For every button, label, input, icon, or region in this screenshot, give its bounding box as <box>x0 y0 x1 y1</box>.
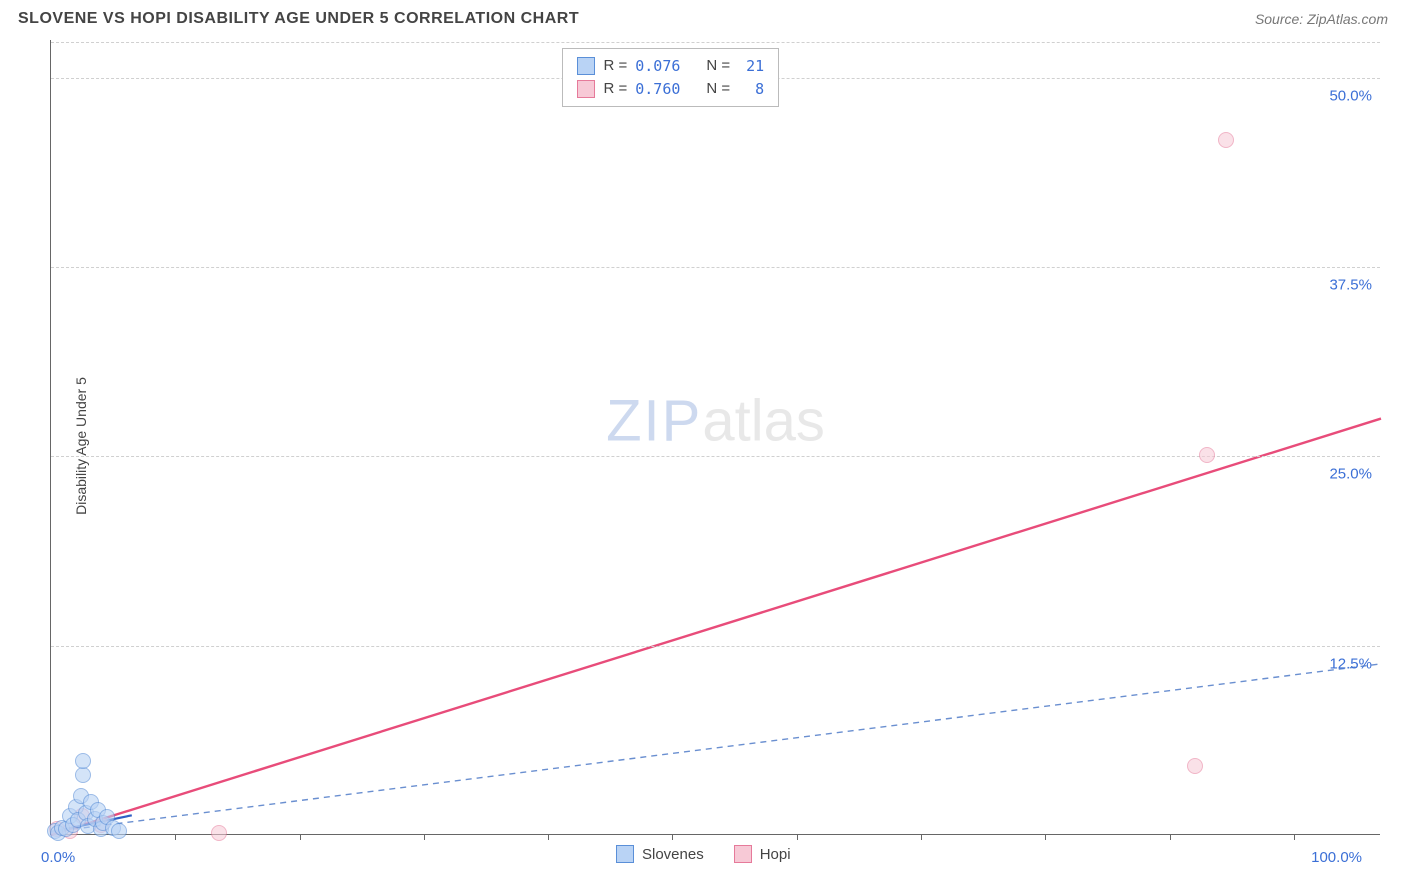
watermark-atlas: atlas <box>702 389 825 454</box>
legend-swatch <box>577 80 595 98</box>
plot-wrap: ZIPatlas 50.0%37.5%25.0%12.5%0.0%100.0%R… <box>50 40 1380 835</box>
r-label: R = <box>603 55 627 78</box>
n-value: 21 <box>738 55 764 78</box>
x-tick <box>1170 834 1171 840</box>
data-point <box>1218 132 1234 148</box>
grid-line <box>51 42 1380 43</box>
y-tick-label: 37.5% <box>1329 277 1372 294</box>
plot-area: ZIPatlas 50.0%37.5%25.0%12.5%0.0%100.0%R… <box>50 40 1380 835</box>
r-label: R = <box>603 78 627 101</box>
data-point <box>1199 447 1215 463</box>
regression-line <box>51 664 1381 832</box>
n-value: 8 <box>738 78 764 101</box>
legend-swatch <box>734 845 752 863</box>
x-tick <box>921 834 922 840</box>
series-legend: Slovenes Hopi <box>616 845 791 863</box>
grid-line <box>51 456 1380 457</box>
x-tick <box>300 834 301 840</box>
x-max-label: 100.0% <box>1311 849 1362 866</box>
y-tick-label: 25.0% <box>1329 466 1372 483</box>
source-label: Source: ZipAtlas.com <box>1255 11 1388 27</box>
regression-lines-layer <box>51 40 1380 834</box>
x-tick <box>548 834 549 840</box>
n-label: N = <box>706 55 730 78</box>
stats-legend: R = 0.076 N = 21 R = 0.760 N = 8 <box>562 48 779 107</box>
stats-legend-row: R = 0.760 N = 8 <box>577 78 764 101</box>
y-tick-label: 50.0% <box>1329 87 1372 104</box>
x-origin-label: 0.0% <box>41 849 75 866</box>
x-tick <box>1045 834 1046 840</box>
x-tick <box>797 834 798 840</box>
chart-title: SLOVENE VS HOPI DISABILITY AGE UNDER 5 C… <box>18 10 579 28</box>
data-point <box>1187 758 1203 774</box>
series-legend-item: Slovenes <box>616 845 704 863</box>
data-point <box>75 767 91 783</box>
data-point <box>211 825 227 841</box>
series-label: Hopi <box>760 846 791 863</box>
x-tick <box>672 834 673 840</box>
x-tick <box>424 834 425 840</box>
source-name: ZipAtlas.com <box>1307 11 1388 27</box>
chart-header: SLOVENE VS HOPI DISABILITY AGE UNDER 5 C… <box>0 0 1406 34</box>
source-prefix: Source: <box>1255 11 1307 27</box>
data-point <box>111 823 127 839</box>
watermark: ZIPatlas <box>606 388 825 455</box>
watermark-zip: ZIP <box>606 389 702 454</box>
r-value: 0.076 <box>635 55 680 78</box>
n-label: N = <box>706 78 730 101</box>
x-tick <box>1294 834 1295 840</box>
series-label: Slovenes <box>642 846 704 863</box>
series-legend-item: Hopi <box>734 845 791 863</box>
grid-line <box>51 646 1380 647</box>
x-tick <box>175 834 176 840</box>
grid-line <box>51 267 1380 268</box>
legend-swatch <box>577 57 595 75</box>
r-value: 0.760 <box>635 78 680 101</box>
data-point <box>75 753 91 769</box>
legend-swatch <box>616 845 634 863</box>
stats-legend-row: R = 0.076 N = 21 <box>577 55 764 78</box>
y-tick-label: 12.5% <box>1329 655 1372 672</box>
regression-line <box>51 419 1381 835</box>
